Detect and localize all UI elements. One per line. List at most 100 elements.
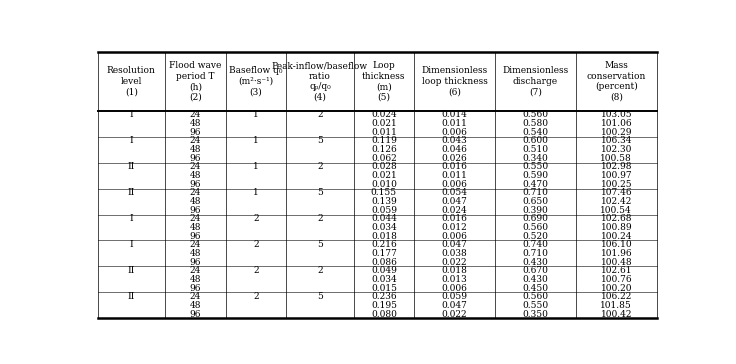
Text: 0.236: 0.236	[371, 292, 397, 301]
Text: 96: 96	[190, 258, 201, 266]
Text: 0.015: 0.015	[371, 284, 397, 293]
Text: 0.049: 0.049	[371, 266, 397, 275]
Text: 100.42: 100.42	[601, 309, 632, 318]
Text: 5: 5	[317, 240, 323, 249]
Text: 0.016: 0.016	[442, 162, 467, 171]
Text: 102.98: 102.98	[601, 162, 632, 171]
Text: 48: 48	[190, 223, 201, 232]
Text: 102.42: 102.42	[601, 197, 632, 206]
Text: 24: 24	[190, 162, 201, 171]
Text: I: I	[130, 240, 133, 249]
Text: 96: 96	[190, 128, 201, 137]
Text: 0.086: 0.086	[371, 258, 397, 266]
Text: Flood wave
period T
(h)
(2): Flood wave period T (h) (2)	[169, 61, 222, 102]
Text: I: I	[130, 136, 133, 146]
Text: 0.011: 0.011	[442, 119, 467, 128]
Text: 0.430: 0.430	[523, 258, 548, 266]
Text: 0.022: 0.022	[442, 309, 467, 318]
Text: 0.520: 0.520	[523, 232, 548, 241]
Text: Baseflow q₀
(m²·s⁻¹)
(3): Baseflow q₀ (m²·s⁻¹) (3)	[229, 67, 283, 96]
Text: 0.560: 0.560	[523, 223, 548, 232]
Text: 2: 2	[317, 111, 323, 119]
Text: 0.034: 0.034	[371, 275, 397, 284]
Text: 0.038: 0.038	[442, 249, 467, 258]
Text: 0.560: 0.560	[523, 292, 548, 301]
Text: 0.450: 0.450	[523, 284, 548, 293]
Text: 0.043: 0.043	[442, 136, 467, 146]
Text: 2: 2	[317, 162, 323, 171]
Text: 102.61: 102.61	[601, 266, 632, 275]
Text: 0.034: 0.034	[371, 223, 397, 232]
Text: II: II	[128, 292, 135, 301]
Text: 0.350: 0.350	[523, 309, 548, 318]
Text: 0.195: 0.195	[371, 301, 397, 310]
Text: 0.340: 0.340	[523, 154, 548, 163]
Text: 24: 24	[190, 111, 201, 119]
Text: 0.560: 0.560	[523, 111, 548, 119]
Text: 5: 5	[317, 189, 323, 197]
Text: 0.126: 0.126	[371, 145, 397, 154]
Text: 0.670: 0.670	[523, 266, 548, 275]
Text: 48: 48	[190, 197, 201, 206]
Text: 48: 48	[190, 249, 201, 258]
Text: 106.22: 106.22	[601, 292, 632, 301]
Text: Dimensionless
loop thickness
(6): Dimensionless loop thickness (6)	[422, 67, 488, 96]
Text: 103.05: 103.05	[601, 111, 632, 119]
Text: 0.540: 0.540	[523, 128, 548, 137]
Text: 24: 24	[190, 292, 201, 301]
Text: 48: 48	[190, 301, 201, 310]
Text: 1: 1	[253, 189, 259, 197]
Text: 0.580: 0.580	[523, 119, 548, 128]
Text: 0.047: 0.047	[442, 301, 467, 310]
Text: 100.25: 100.25	[601, 180, 632, 189]
Text: 0.690: 0.690	[523, 214, 548, 223]
Text: 24: 24	[190, 214, 201, 223]
Text: 24: 24	[190, 189, 201, 197]
Text: 48: 48	[190, 171, 201, 180]
Text: 0.013: 0.013	[442, 275, 467, 284]
Text: 1: 1	[253, 162, 259, 171]
Text: 96: 96	[190, 309, 201, 318]
Text: 102.68: 102.68	[601, 214, 632, 223]
Text: 101.06: 101.06	[601, 119, 632, 128]
Text: Resolution
level
(1): Resolution level (1)	[107, 67, 156, 96]
Text: 2: 2	[253, 214, 259, 223]
Text: 0.550: 0.550	[523, 162, 548, 171]
Text: 0.006: 0.006	[442, 180, 467, 189]
Text: 0.059: 0.059	[371, 206, 397, 215]
Text: 0.710: 0.710	[523, 189, 548, 197]
Text: 0.016: 0.016	[442, 214, 467, 223]
Text: 100.20: 100.20	[601, 284, 632, 293]
Text: 24: 24	[190, 136, 201, 146]
Text: 0.022: 0.022	[442, 258, 467, 266]
Text: 101.96: 101.96	[601, 249, 632, 258]
Text: 0.177: 0.177	[371, 249, 397, 258]
Text: 5: 5	[317, 292, 323, 301]
Text: 0.470: 0.470	[523, 180, 548, 189]
Text: 5: 5	[317, 136, 323, 146]
Text: 100.48: 100.48	[601, 258, 632, 266]
Text: 0.011: 0.011	[442, 171, 467, 180]
Text: 107.46: 107.46	[601, 189, 632, 197]
Text: Peak-inflow/baseflow
ratio
qₚ/q₀
(4): Peak-inflow/baseflow ratio qₚ/q₀ (4)	[272, 61, 368, 102]
Text: 48: 48	[190, 119, 201, 128]
Text: 100.58: 100.58	[601, 154, 632, 163]
Text: 0.740: 0.740	[523, 240, 548, 249]
Text: 24: 24	[190, 266, 201, 275]
Text: 0.390: 0.390	[523, 206, 548, 215]
Text: II: II	[128, 162, 135, 171]
Text: 106.34: 106.34	[601, 136, 632, 146]
Text: Mass
conservation
(percent)
(8): Mass conservation (percent) (8)	[587, 61, 646, 102]
Text: 24: 24	[190, 240, 201, 249]
Text: 0.650: 0.650	[523, 197, 548, 206]
Text: 2: 2	[317, 266, 323, 275]
Text: 0.155: 0.155	[371, 189, 397, 197]
Text: 0.012: 0.012	[442, 223, 467, 232]
Text: 0.139: 0.139	[371, 197, 397, 206]
Text: 0.047: 0.047	[442, 197, 467, 206]
Text: 0.590: 0.590	[523, 171, 548, 180]
Text: Loop
thickness
(m)
(5): Loop thickness (m) (5)	[362, 61, 406, 102]
Text: 0.011: 0.011	[371, 128, 397, 137]
Text: 106.10: 106.10	[601, 240, 632, 249]
Text: 0.006: 0.006	[442, 128, 467, 137]
